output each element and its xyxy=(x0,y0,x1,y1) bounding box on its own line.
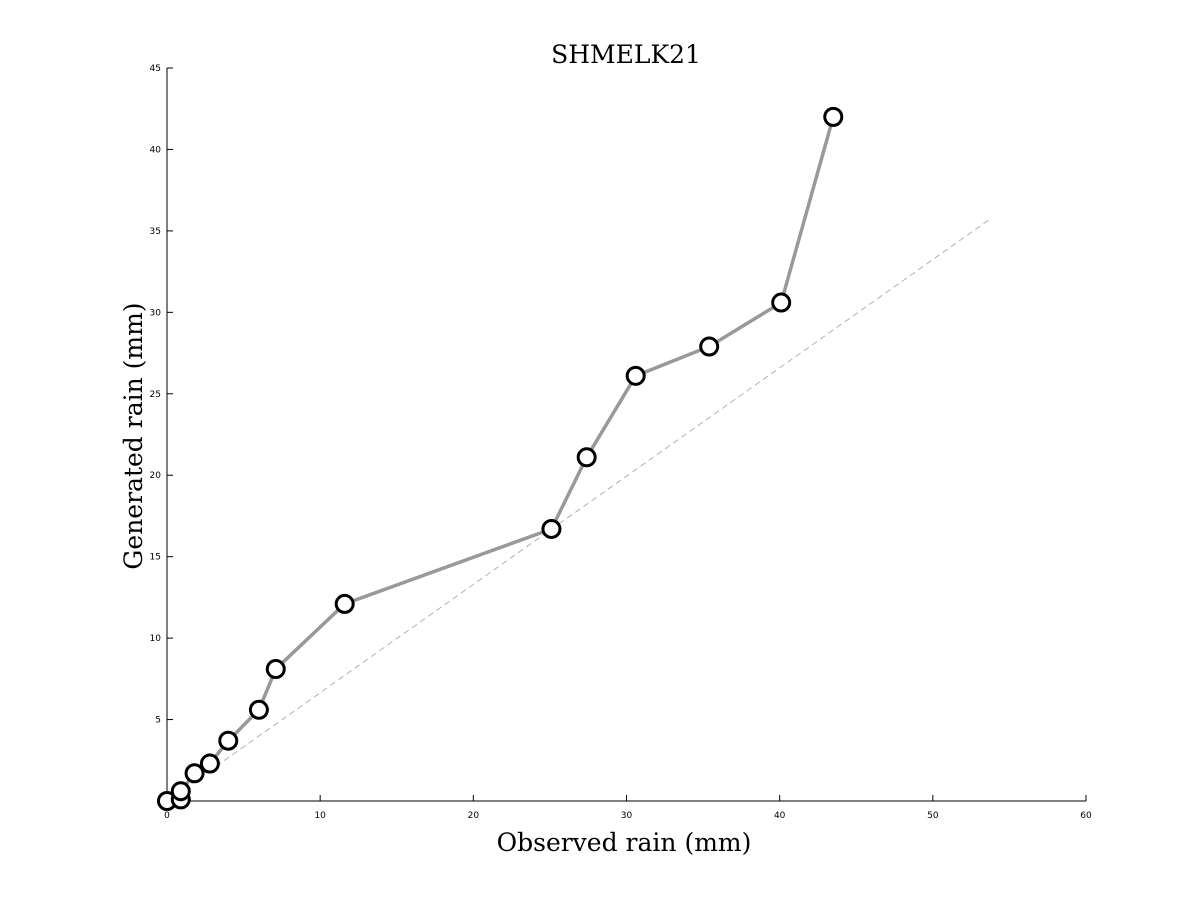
series-layer xyxy=(157,106,844,811)
x-tick-label: 50 xyxy=(927,811,939,821)
data-point xyxy=(823,106,844,127)
data-point xyxy=(170,781,191,802)
chart-title: SHMELK21 xyxy=(551,40,701,69)
data-point xyxy=(699,336,720,357)
data-point xyxy=(199,753,220,774)
data-point xyxy=(218,730,239,751)
data-point xyxy=(771,292,792,313)
reference-line xyxy=(166,219,990,802)
y-tick-label: 25 xyxy=(150,390,161,400)
x-tick-label: 40 xyxy=(774,811,786,821)
data-point xyxy=(184,763,205,784)
y-axis-title: Generated rain (mm) xyxy=(119,302,148,569)
data-point xyxy=(248,699,269,720)
y-tick-label: 35 xyxy=(150,227,161,237)
data-point xyxy=(334,593,355,614)
y-tick-label: 30 xyxy=(150,308,162,318)
x-axis-title: Observed rain (mm) xyxy=(497,828,752,857)
data-point xyxy=(576,447,597,468)
y-tick-label: 5 xyxy=(155,716,161,726)
x-tick-label: 0 xyxy=(164,811,170,821)
y-tick-label: 40 xyxy=(150,145,162,155)
y-tick-label: 45 xyxy=(150,64,161,74)
x-tick-label: 30 xyxy=(621,811,633,821)
data-point xyxy=(265,659,286,680)
y-tick-label: 10 xyxy=(150,634,162,644)
data-point xyxy=(625,365,646,386)
x-tick-label: 10 xyxy=(314,811,326,821)
axes: 0 10 20 30 40 50 60 5 10 15 20 25 30 35 40 45 xyxy=(150,64,1092,821)
x-tick-label: 20 xyxy=(468,811,480,821)
x-tick-label: 60 xyxy=(1080,811,1092,821)
data-point xyxy=(541,518,562,539)
y-tick-label: 15 xyxy=(150,553,161,563)
y-tick-label: 20 xyxy=(150,471,162,481)
